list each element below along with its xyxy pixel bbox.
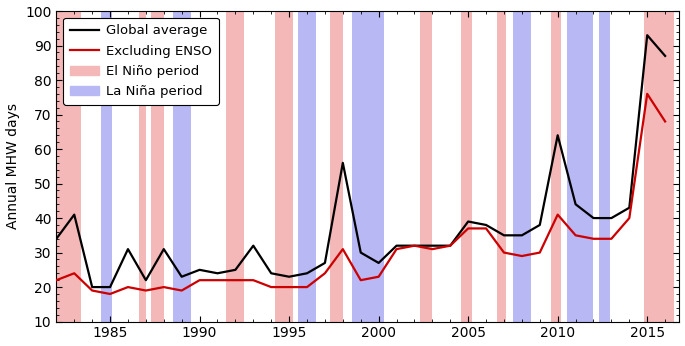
Bar [138, 11, 146, 321]
Bar [420, 11, 432, 321]
Y-axis label: Annual MHW days: Annual MHW days [5, 103, 20, 229]
Bar [151, 11, 164, 321]
Bar [644, 11, 674, 321]
Bar [298, 11, 316, 321]
Bar [566, 11, 593, 321]
Bar [330, 11, 342, 321]
Legend: Global average, Excluding ENSO, El Niño period, La Niña period: Global average, Excluding ENSO, El Niño … [63, 18, 219, 104]
Bar [599, 11, 610, 321]
Bar [497, 11, 506, 321]
Bar [101, 11, 112, 321]
Bar [275, 11, 292, 321]
Bar [227, 11, 245, 321]
Bar [461, 11, 472, 321]
Bar [56, 11, 82, 321]
Bar [551, 11, 561, 321]
Bar [173, 11, 190, 321]
Bar [513, 11, 531, 321]
Bar [352, 11, 384, 321]
